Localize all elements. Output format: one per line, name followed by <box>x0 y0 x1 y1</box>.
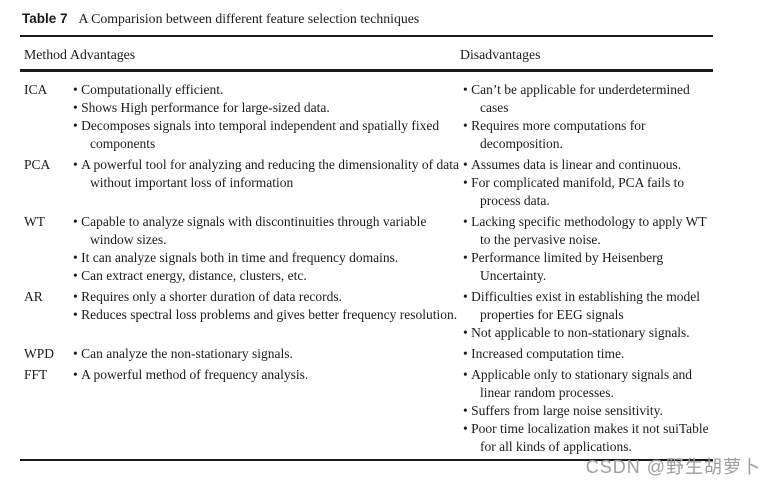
disadvantages-list: Applicable only to stationary signals an… <box>460 366 713 456</box>
bullet-item: Computationally efficient. <box>70 81 460 99</box>
method-cell: FFT <box>24 367 48 382</box>
bullet-item: Poor time localization makes it not suiT… <box>460 420 713 456</box>
table-caption: Table 7 A Comparision between different f… <box>22 10 769 28</box>
table-row: WPD Can analyze the non-stationary signa… <box>20 345 713 366</box>
bullet-item: Not applicable to non-stationary sig­nal… <box>460 324 713 342</box>
method-cell: WT <box>24 214 45 229</box>
bullet-item: Can analyze the non-stationary signals. <box>70 345 460 363</box>
advantages-cell: A powerful method of frequency analysis. <box>70 366 460 460</box>
disadvantages-list: Lacking specific methodology to apply WT… <box>460 213 713 285</box>
table-caption-label: Table 7 <box>22 11 68 26</box>
advantages-list: A powerful method of frequency analysis. <box>70 366 460 384</box>
method-cell: AR <box>24 289 43 304</box>
table-row: PCA A powerful tool for analyzing and re… <box>20 156 713 213</box>
disadvantages-cell: Difficulties exist in establishing the m… <box>460 288 713 345</box>
column-header-method: Method <box>20 36 70 72</box>
bullet-item: Shows High performance for large-sized d… <box>70 99 460 117</box>
advantages-cell: Requires only a shorter duration of data… <box>70 288 460 345</box>
bullet-item: Performance limited by Heisenberg Uncert… <box>460 249 713 285</box>
disadvantages-cell: Increased computation time. <box>460 345 713 366</box>
advantages-list: Computationally efficient.Shows High per… <box>70 81 460 153</box>
bullet-item: For complicated manifold, PCA fails to p… <box>460 174 713 210</box>
advantages-cell: Computationally efficient.Shows High per… <box>70 71 460 157</box>
disadvantages-cell: Can’t be applicable for underdetermined … <box>460 71 713 157</box>
advantages-cell: A powerful tool for analyzing and reduci… <box>70 156 460 213</box>
method-cell: ICA <box>24 82 48 97</box>
comparison-table: Method Advantages Disadvantages ICA Comp… <box>20 35 713 461</box>
bullet-item: A powerful tool for analyzing and reduci… <box>70 156 460 192</box>
advantages-list: A powerful tool for analyzing and reduci… <box>70 156 460 192</box>
method-cell: PCA <box>24 157 51 172</box>
bullet-item: Applicable only to stationary signals an… <box>460 366 713 402</box>
bullet-item: A powerful method of frequency analysis. <box>70 366 460 384</box>
table-body: ICA Computationally efficient.Shows High… <box>20 71 713 461</box>
advantages-list: Can analyze the non-stationary signals. <box>70 345 460 363</box>
advantages-list: Capable to analyze signals with disconti… <box>70 213 460 285</box>
advantages-cell: Capable to analyze signals with disconti… <box>70 213 460 288</box>
bullet-item: Requires more computations for decomposi… <box>460 117 713 153</box>
bullet-item: Increased computation time. <box>460 345 713 363</box>
table-caption-text: A Comparision between different feature … <box>78 11 420 26</box>
bullet-item: Requires only a shorter duration of data… <box>70 288 460 306</box>
table-row: AR Requires only a shorter duration of d… <box>20 288 713 345</box>
bullet-item: Difficulties exist in establishing the m… <box>460 288 713 324</box>
method-cell: WPD <box>24 346 54 361</box>
bullet-item: Assumes data is linear and continuous. <box>460 156 713 174</box>
disadvantages-list: Increased computation time. <box>460 345 713 363</box>
disadvantages-cell: Assumes data is linear and continuous.Fo… <box>460 156 713 213</box>
advantages-list: Requires only a shorter duration of data… <box>70 288 460 324</box>
bullet-item: Suffers from large noise sensitivity. <box>460 402 713 420</box>
bullet-item: Can’t be applicable for underdetermined … <box>460 81 713 117</box>
disadvantages-list: Difficulties exist in establishing the m… <box>460 288 713 342</box>
disadvantages-list: Can’t be applicable for underdetermined … <box>460 81 713 153</box>
disadvantages-list: Assumes data is linear and continuous.Fo… <box>460 156 713 210</box>
bullet-item: Capable to analyze signals with disconti… <box>70 213 460 249</box>
table-row: FFT A powerful method of frequency analy… <box>20 366 713 460</box>
bullet-item: Can extract energy, distance, clusters, … <box>70 267 460 285</box>
column-header-advantages: Advantages <box>70 36 460 72</box>
bullet-item: Decomposes signals into temporal indepen… <box>70 117 460 153</box>
table-header-row: Method Advantages Disadvantages <box>20 36 713 72</box>
disadvantages-cell: Applicable only to stationary signals an… <box>460 366 713 460</box>
disadvantages-cell: Lacking specific methodology to apply WT… <box>460 213 713 288</box>
table-row: ICA Computationally efficient.Shows High… <box>20 71 713 157</box>
watermark: CSDN @野生胡萝卜 <box>585 457 761 477</box>
column-header-disadvantages: Disadvantages <box>460 36 713 72</box>
bullet-item: Lacking specific methodology to apply WT… <box>460 213 713 249</box>
bullet-item: It can analyze signals both in time and … <box>70 249 460 267</box>
advantages-cell: Can analyze the non-stationary signals. <box>70 345 460 366</box>
bullet-item: Reduces spectral loss problems and gives… <box>70 306 460 324</box>
table-row: WT Capable to analyze signals with disco… <box>20 213 713 288</box>
